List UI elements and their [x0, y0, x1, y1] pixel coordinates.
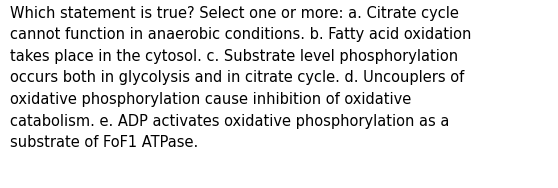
Text: Which statement is true? Select one or more: a. Citrate cycle
cannot function in: Which statement is true? Select one or m…: [10, 6, 472, 150]
